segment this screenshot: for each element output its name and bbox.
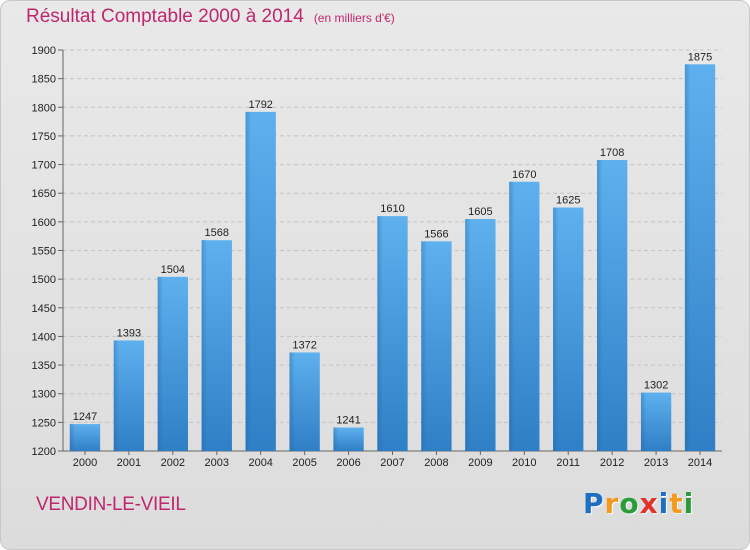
y-tick-label: 1850 <box>32 74 56 86</box>
x-tick-label: 2008 <box>424 457 448 469</box>
chart-title-text: Résultat Comptable 2000 à 2014 <box>26 6 304 27</box>
logo-letter: t <box>669 487 684 520</box>
x-tick-label: 2012 <box>600 457 624 469</box>
y-tick-label: 1400 <box>32 331 56 343</box>
bar-shade <box>684 64 691 452</box>
x-tick-label: 2006 <box>336 457 360 469</box>
y-tick-label: 1800 <box>32 102 56 114</box>
x-tick-label: 2002 <box>161 457 185 469</box>
data-label: 1708 <box>600 147 624 159</box>
y-tick-label: 1200 <box>32 446 56 458</box>
chart-subtitle: (en milliers d'€) <box>313 11 395 25</box>
logo-letter: o <box>619 487 640 520</box>
proxiti-logo[interactable]: Proxiti <box>583 487 694 520</box>
data-label: 1568 <box>205 227 229 239</box>
data-label: 1605 <box>468 206 492 218</box>
y-tick-label: 1700 <box>32 160 56 172</box>
bar-shade <box>201 240 208 451</box>
bar-shade <box>640 392 647 451</box>
y-tick-label: 1450 <box>32 303 56 315</box>
chart-title: Résultat Comptable 2000 à 2014 (en millie… <box>26 6 395 28</box>
data-label: 1504 <box>161 264 185 276</box>
x-tick-label: 2014 <box>688 457 712 469</box>
data-label: 1302 <box>644 380 668 392</box>
y-tick-label: 1500 <box>32 274 56 286</box>
data-label: 1792 <box>248 99 272 111</box>
x-tick-label: 2001 <box>117 457 141 469</box>
data-label: 1625 <box>556 195 580 207</box>
data-label: 1670 <box>512 169 536 181</box>
bar-shade <box>377 216 383 451</box>
x-tick-label: 2009 <box>468 457 492 469</box>
y-tick-label: 1550 <box>32 246 56 258</box>
bar-shade <box>465 218 471 451</box>
y-tick-label: 1650 <box>32 188 56 200</box>
logo-letter: i <box>683 487 695 520</box>
bar-shade <box>333 427 339 451</box>
x-tick-label: 2000 <box>73 457 97 469</box>
bar-shade <box>157 276 164 451</box>
bar-shade <box>509 181 515 451</box>
bar-shade <box>69 424 76 451</box>
data-label: 1241 <box>336 415 360 427</box>
bar-shade <box>597 159 603 451</box>
logo-letter: P <box>583 487 605 520</box>
y-tick-label: 1600 <box>32 217 56 229</box>
data-label: 1393 <box>117 327 141 339</box>
x-tick-label: 2005 <box>292 457 316 469</box>
y-tick-label: 1300 <box>32 389 56 401</box>
bar <box>333 427 364 451</box>
commune-name: VENDIN-LE-VIEIL <box>36 494 186 515</box>
y-tick-label: 1350 <box>32 360 56 372</box>
axis-layer: 1200 1250 1300 1350 1400 1450 1500 1550 1600 1650… <box>32 45 722 469</box>
x-tick-label: 2004 <box>248 457 272 469</box>
bar-layer <box>69 64 716 452</box>
data-label: 1566 <box>424 228 448 240</box>
label-layer: 1247 1393 1504 1568 1792 1372 1241 1610 1566 1605… <box>73 51 713 426</box>
x-tick-label: 2007 <box>380 457 404 469</box>
bar-shade <box>421 241 427 451</box>
logo-letter: i <box>658 487 670 520</box>
y-tick-label: 1250 <box>32 417 56 429</box>
logo-letter: x <box>639 487 659 520</box>
x-tick-label: 2013 <box>644 457 668 469</box>
logo-letter: r <box>604 487 620 520</box>
y-tick-label: 1750 <box>32 131 56 143</box>
data-label: 1875 <box>688 51 712 63</box>
bar-shade <box>289 352 295 451</box>
data-label: 1372 <box>292 339 316 351</box>
x-tick-label: 2003 <box>205 457 229 469</box>
bar-shade <box>553 207 559 451</box>
x-tick-label: 2010 <box>512 457 536 469</box>
data-label: 1610 <box>380 203 404 215</box>
bar-shade <box>245 111 251 452</box>
bar-shade <box>113 340 120 451</box>
y-tick-label: 1900 <box>32 45 56 57</box>
x-tick-label: 2011 <box>556 457 580 469</box>
data-label: 1247 <box>73 411 97 423</box>
